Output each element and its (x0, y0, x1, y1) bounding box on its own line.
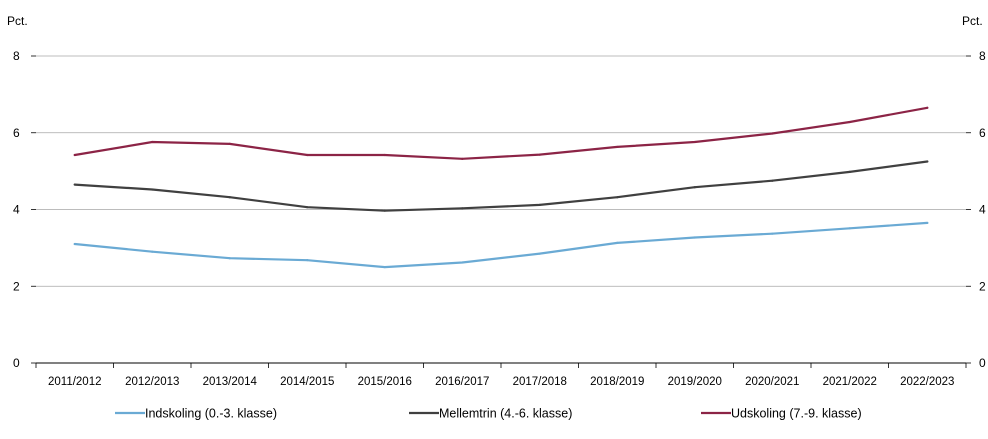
series-line-3 (73, 106, 929, 160)
data-point (306, 259, 309, 262)
x-tick-label: 2011/2012 (48, 376, 102, 388)
series-line-1 (73, 221, 929, 269)
data-point (151, 250, 154, 253)
x-tick-label: 2013/2014 (203, 376, 258, 388)
series-lines (73, 106, 929, 269)
data-point (228, 196, 231, 199)
data-point (73, 153, 76, 157)
data-point (926, 160, 929, 163)
x-tick-label: 2015/2016 (358, 376, 412, 388)
data-point (693, 186, 696, 189)
data-point (461, 157, 464, 160)
data-point (151, 140, 154, 144)
y-ticks-left: 0 2 4 6 8 (13, 49, 36, 370)
y-tick-label-left: 8 (13, 49, 20, 63)
data-point (771, 232, 774, 235)
y-tick-label-left: 6 (13, 126, 20, 140)
data-point (73, 183, 76, 186)
y-ticks-right: 0 2 4 6 8 (966, 49, 986, 370)
series-line-2 (73, 160, 929, 212)
data-point (228, 257, 231, 260)
y-tick-label-right: 4 (979, 203, 986, 217)
y-tick-label-left: 4 (13, 203, 20, 217)
y-tick-label-right: 8 (979, 49, 986, 63)
data-point (926, 221, 929, 225)
y-tick-label-right: 2 (979, 279, 986, 293)
y-axis-label-left: Pct. (7, 14, 28, 28)
data-point (383, 209, 386, 212)
data-point (848, 227, 851, 230)
x-tick-label: 2019/2020 (668, 376, 722, 388)
gridlines (36, 55, 966, 287)
x-tick-label: 2022/2023 (900, 376, 954, 388)
data-point (926, 106, 929, 109)
y-tick-label-right: 6 (979, 126, 986, 140)
data-point (848, 120, 851, 124)
x-tick-label: 2014/2015 (280, 376, 334, 388)
data-point (616, 241, 619, 244)
x-tick-label: 2020/2021 (745, 376, 799, 388)
x-tick-label: 2017/2018 (513, 376, 567, 388)
legend-label-2: Mellemtrin (4.-6. klasse) (439, 407, 572, 421)
data-point (306, 206, 309, 209)
data-point (538, 153, 541, 156)
data-point (616, 145, 619, 149)
x-tick-label: 2021/2022 (823, 376, 877, 388)
legend-label-1: Indskoling (0.-3. klasse) (145, 407, 277, 421)
legend: Indskoling (0.-3. klasse) Mellemtrin (4.-… (115, 407, 862, 421)
x-tick-label: 2016/2017 (435, 376, 489, 388)
x-tick-label: 2018/2019 (590, 376, 644, 388)
data-point (616, 196, 619, 199)
data-point (461, 261, 464, 264)
y-axis-label-right: Pct. (962, 14, 983, 28)
data-point (383, 153, 386, 157)
legend-label-3: Udskoling (7.-9. klasse) (731, 407, 862, 421)
data-point (771, 132, 774, 135)
data-point (693, 236, 696, 239)
data-point (228, 142, 231, 145)
data-point (693, 140, 696, 144)
data-point (848, 170, 851, 173)
data-point (306, 153, 309, 157)
y-tick-label-left: 0 (13, 356, 20, 370)
data-point (73, 242, 76, 246)
data-point (538, 203, 541, 206)
data-point (461, 207, 464, 210)
y-tick-label-left: 2 (13, 279, 20, 293)
y-tick-label-right: 0 (979, 356, 986, 370)
data-point (538, 252, 541, 255)
x-axis: 2011/2012 2012/2013 2013/2014 2014/2015 2015… (35, 362, 967, 388)
data-point (771, 179, 774, 182)
data-point (383, 265, 386, 269)
data-point (151, 188, 154, 191)
x-tick-label: 2012/2013 (125, 376, 179, 388)
